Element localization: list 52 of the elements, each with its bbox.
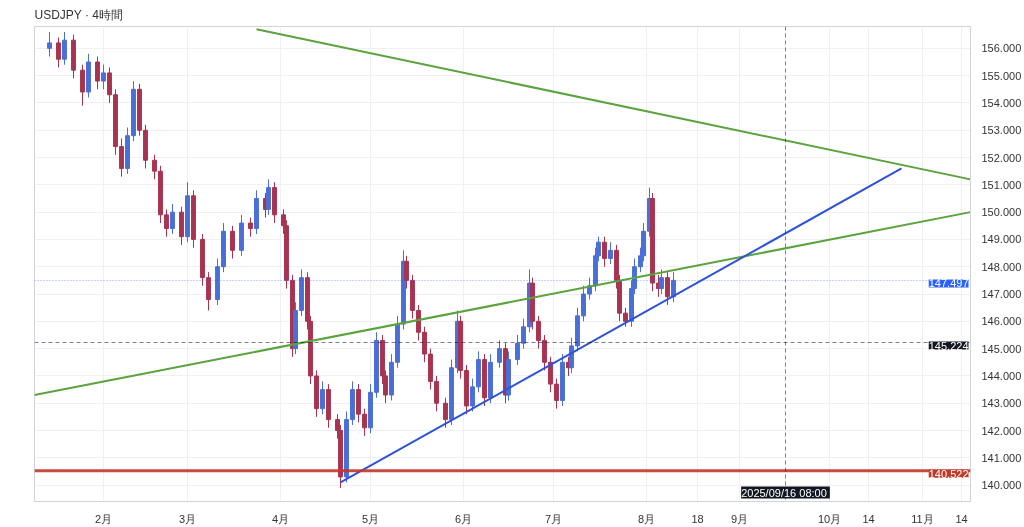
- y-tick-label: 154.000: [981, 96, 1022, 109]
- chart-title: USDJPY · 4時間: [34, 7, 123, 22]
- x-tick-label: 4月: [271, 512, 290, 525]
- x-tick-label: 14: [955, 512, 968, 525]
- x-tick-label: 18: [691, 512, 704, 525]
- y-tick-label: 141.000: [981, 451, 1022, 464]
- y-tick-label: 144.000: [981, 369, 1022, 382]
- y-tick-label: 147.000: [981, 288, 1022, 301]
- ref-line-label: 140.522: [928, 467, 969, 480]
- y-tick-label: 152.000: [981, 151, 1022, 164]
- candlestick: [266, 178, 271, 216]
- x-tick-label: 8月: [637, 512, 656, 525]
- x-tick-label: 3月: [178, 512, 197, 525]
- y-tick-label: 146.000: [981, 315, 1022, 328]
- x-tick-label: 6月: [454, 512, 473, 525]
- ref-line-label: 145.224: [928, 339, 969, 352]
- y-tick-label: 145.000: [981, 342, 1022, 355]
- candlestick: [170, 203, 175, 235]
- y-tick-label: 151.000: [981, 178, 1022, 191]
- candlestick: [659, 268, 664, 295]
- candlestick: [80, 64, 85, 107]
- y-tick-label: 156.000: [981, 42, 1022, 55]
- candlestick: [62, 31, 67, 66]
- candlestick: [230, 225, 235, 260]
- candlestick: [497, 339, 502, 369]
- ref-line-label: 147.497: [928, 277, 969, 290]
- x-tick-label: 10月: [817, 512, 842, 525]
- x-tick-label: 5月: [361, 512, 380, 525]
- y-tick-label: 148.000: [981, 260, 1022, 273]
- candlestick: [320, 380, 325, 415]
- candlestick: [443, 397, 448, 429]
- candlestick: [248, 217, 253, 238]
- ref-line-label: 2025/09/16 08:00: [741, 486, 827, 499]
- x-tick-label: 14: [862, 512, 875, 525]
- y-tick-label: 155.000: [981, 69, 1022, 82]
- y-tick-label: 143.000: [981, 397, 1022, 410]
- candlestick: [95, 56, 100, 90]
- y-tick-label: 150.000: [981, 206, 1022, 219]
- x-tick-label: 7月: [544, 512, 563, 525]
- x-tick-label: 2月: [94, 512, 113, 525]
- y-tick-label: 140.000: [981, 479, 1022, 492]
- candlestick: [101, 64, 106, 90]
- candlestick: [602, 236, 607, 268]
- y-tick-label: 149.000: [981, 233, 1022, 246]
- candlestick: [47, 31, 52, 58]
- candlestick: [608, 241, 613, 265]
- candlestick: [665, 271, 670, 306]
- x-tick-label: 11月: [911, 512, 934, 525]
- x-tick-label: 9月: [730, 512, 749, 525]
- y-tick-label: 142.000: [981, 424, 1022, 437]
- y-tick-label: 153.000: [981, 124, 1022, 137]
- candlestick: [56, 36, 61, 68]
